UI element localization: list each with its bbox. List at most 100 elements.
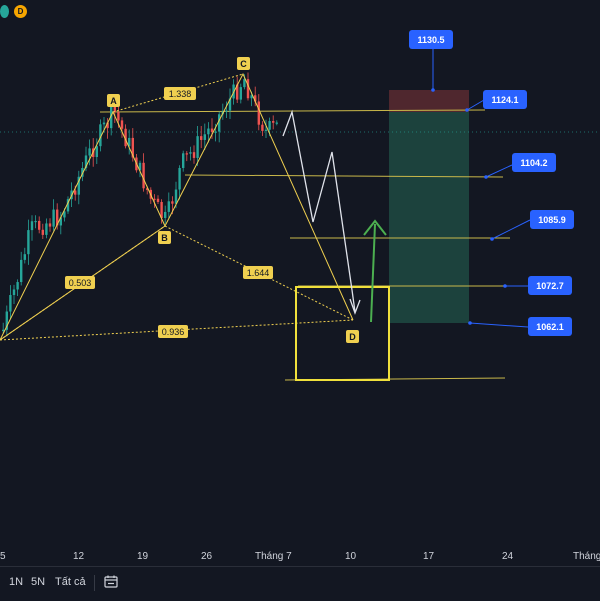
candle-body	[63, 211, 66, 218]
price-callout-1130: 1130.5	[409, 30, 453, 92]
timeframe-5n-button[interactable]: 5N	[31, 576, 46, 588]
candle-body	[120, 120, 124, 129]
projection-arrow-shaft	[351, 289, 356, 313]
bounce-arrow-head	[363, 219, 387, 236]
svg-text:0.936: 0.936	[162, 327, 185, 337]
candle-body	[74, 190, 77, 195]
projection-arrowhead	[349, 298, 361, 315]
candle-body	[52, 209, 55, 227]
candle-body	[102, 122, 106, 125]
point-label-b: B	[158, 231, 171, 244]
point-label-d: D	[346, 330, 359, 343]
svg-text:1124.1: 1124.1	[491, 95, 518, 105]
candle-body	[254, 95, 257, 102]
stop-loss-zone	[389, 90, 469, 112]
candle-body	[66, 199, 70, 212]
candlestick-series	[2, 72, 278, 337]
candle-body	[178, 167, 181, 190]
candle-body	[174, 189, 178, 204]
svg-text:1130.5: 1130.5	[417, 35, 444, 45]
candle-body	[182, 153, 185, 168]
candle-body	[167, 201, 170, 212]
candle-body	[41, 229, 44, 235]
svg-text:1072.7: 1072.7	[536, 281, 564, 291]
svg-text:1104.2: 1104.2	[520, 158, 547, 168]
candle-body	[77, 176, 80, 195]
candle-body	[228, 98, 232, 111]
reversal-zone-box	[295, 286, 390, 381]
timeframe-all-button[interactable]: Tất cả	[55, 576, 86, 588]
candle-body	[189, 152, 192, 154]
candle-body	[131, 137, 134, 158]
toolbar-separator	[94, 575, 95, 591]
point-label-c: C	[237, 57, 250, 70]
svg-text:C: C	[240, 59, 247, 69]
ratio-label-xb: 0.503	[65, 276, 95, 289]
candle-body	[214, 131, 217, 133]
candle-body	[34, 220, 37, 223]
ratio-label-xd: 0.936	[158, 325, 188, 338]
candle-body	[59, 217, 62, 226]
candle-body	[12, 289, 16, 296]
candle-body	[257, 101, 260, 125]
candle-body	[146, 188, 149, 190]
x-tick-label: 17	[423, 551, 435, 562]
bottom-toolbar: 1N 5N Tất cả	[0, 566, 600, 601]
candle-body	[239, 87, 242, 100]
price-callout-1124: 1124.1	[465, 90, 527, 112]
candle-body	[218, 114, 221, 132]
candle-body	[200, 136, 203, 140]
candle-body	[95, 146, 98, 157]
candle-body	[153, 198, 156, 200]
candle-body	[225, 110, 228, 112]
candle-body	[110, 106, 113, 129]
candle-body	[5, 311, 8, 330]
projection-path	[282, 109, 353, 291]
candle-body	[23, 254, 26, 260]
ratio-label-ac: 1.338	[164, 87, 196, 100]
x-tick-label: 26	[201, 551, 213, 562]
x-axis: 5 12 19 26 Tháng 7 10 17 24 Tháng	[0, 551, 600, 562]
calendar-range-icon[interactable]	[104, 575, 118, 588]
svg-text:B: B	[161, 233, 168, 243]
candle-body	[48, 223, 52, 227]
candle-body	[30, 221, 34, 231]
svg-text:1.338: 1.338	[169, 89, 192, 99]
candle-body	[171, 201, 174, 204]
status-dot	[0, 5, 9, 18]
x-tick-label: 24	[502, 551, 514, 562]
candle-body	[88, 148, 91, 156]
pattern-ac-dotted	[112, 73, 244, 113]
symbol-badge-d[interactable]: D	[14, 5, 27, 18]
candle-body	[27, 230, 30, 255]
take-profit-zone	[389, 112, 469, 323]
x-tick-label: 10	[345, 551, 357, 562]
svg-text:A: A	[110, 96, 117, 106]
price-callout-1085: 1085.9	[490, 210, 574, 241]
candle-body	[106, 122, 109, 129]
x-tick-label: Tháng 7	[255, 551, 292, 562]
pattern-xab-triangle	[0, 110, 166, 341]
x-tick-label: 5	[0, 551, 6, 562]
candle-body	[45, 223, 48, 235]
x-tick-label: 19	[137, 551, 149, 562]
svg-text:1062.1: 1062.1	[536, 322, 564, 332]
timeframe-1n-button[interactable]: 1N	[9, 576, 24, 588]
candle-body	[128, 137, 131, 147]
candle-body	[124, 128, 127, 147]
price-callout-1072: 1072.7	[503, 276, 572, 295]
price-callouts: 1130.5 1124.1 1104.2 1085.9 1072.7	[409, 30, 574, 336]
candle-body	[192, 152, 196, 158]
ratio-label-bd: 1.644	[243, 266, 273, 279]
candle-body	[264, 129, 268, 131]
svg-text:1085.9: 1085.9	[538, 215, 566, 225]
candle-body	[272, 121, 275, 123]
candle-body	[164, 211, 167, 218]
candle-body	[203, 134, 206, 140]
candle-body	[2, 329, 5, 331]
candle-body	[81, 167, 84, 177]
harmonic-pattern	[0, 72, 354, 341]
candle-body	[156, 198, 160, 202]
x-tick-label: Tháng	[573, 551, 600, 562]
